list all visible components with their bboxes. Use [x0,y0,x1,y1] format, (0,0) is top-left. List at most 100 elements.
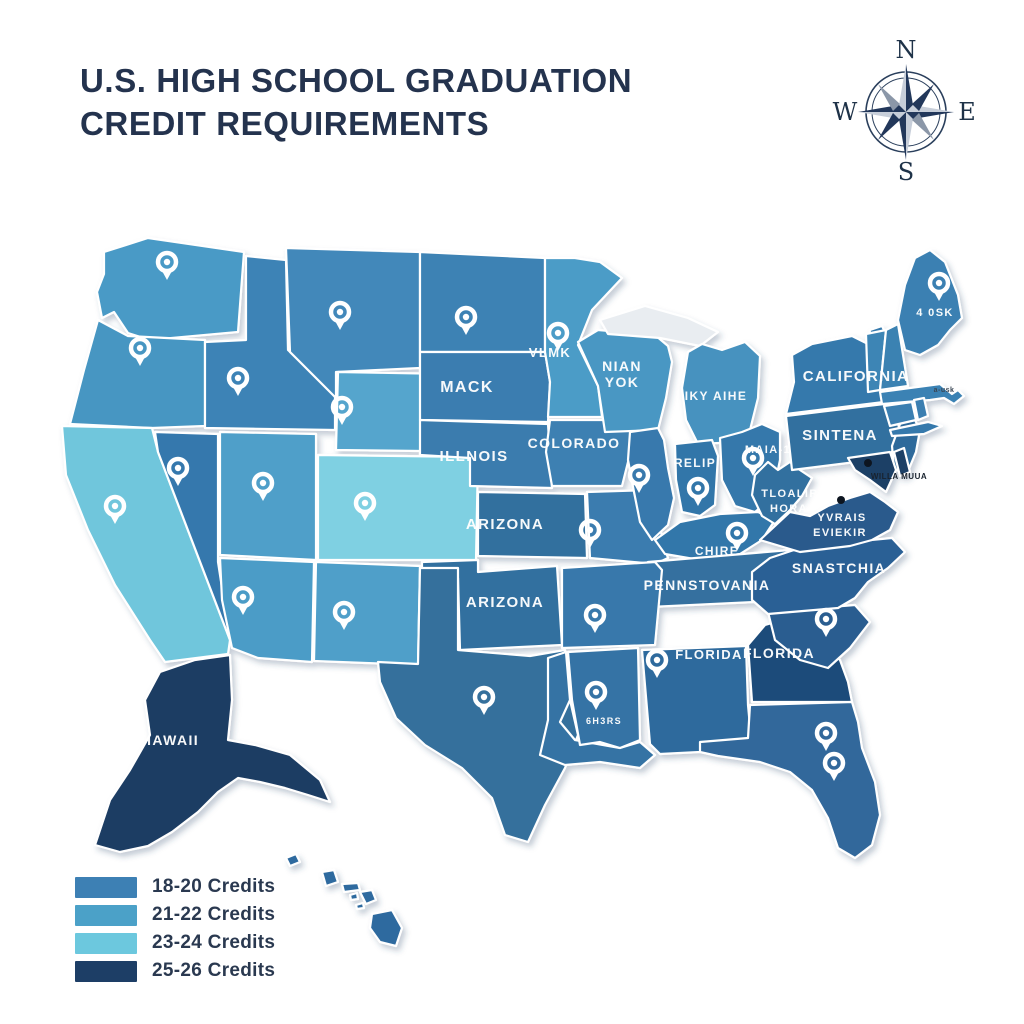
state-arizona [218,556,316,664]
location-pin-icon [251,471,275,501]
location-pin-icon [231,585,255,615]
state-label: FLORIDA [743,645,815,661]
legend-color-swatch [75,960,137,982]
state-maine [896,248,964,357]
state-label: YVRAIS [817,512,866,524]
title-line-2: CREDIT REQUIREMENTS [80,104,490,142]
location-pin-icon [155,250,179,280]
state-new-hampshire [878,322,910,392]
location-pin-icon [330,395,354,425]
state-label: CALIFORNIA [803,368,910,385]
state-label: MAIA-1 [745,444,791,456]
location-pin-icon [814,607,838,637]
state-michigan [680,340,762,446]
state-kentucky [653,510,777,562]
state-label: YOK [605,374,640,390]
state-label: VLMK [529,345,571,360]
legend-row: 23-24 Credits [75,929,275,957]
location-pin-icon [725,521,749,551]
state-utah [218,430,318,562]
location-pin-icon [927,271,951,301]
state-label: ARIZONA [466,516,544,533]
location-pin-icon [103,494,127,524]
state-label: FLORIDA [675,647,743,662]
state-hawaii-lanai [348,891,360,902]
state-south-carolina [766,603,872,670]
state-label: ILLNOIS [440,448,509,465]
state-label: IKY AIHE [685,389,748,403]
state-label: MACK [440,379,494,396]
state-nebraska [418,418,554,490]
state-label: NIAN [602,358,642,374]
legend: 18-20 Credits 21-22 Credits 23-24 Credits 2… [75,873,275,985]
tiny-map-label: a-usk [934,387,955,394]
state-label: RELIP [674,456,716,470]
location-pin-icon [627,463,651,493]
state-label: 4 0SK [916,307,954,319]
state-label: PENNSTOVANIA [644,577,771,593]
legend-label: 21-22 Credits [152,904,276,925]
location-pin-icon [741,446,765,476]
state-hawaii-big-island [368,908,404,948]
location-pin-icon [583,603,607,633]
legend-color-swatch [75,904,137,926]
state-connecticut [882,400,918,428]
state-label: HAWAII [141,732,199,748]
city-dot [864,459,872,467]
location-pin-icon [226,366,250,396]
state-label: ARIZONA [466,594,544,611]
title-line-1: U.S. HIGH SCHOOL GRADUATION [80,62,633,99]
legend-label: 18-20 Credits [152,876,276,897]
state-alaska [93,653,332,854]
state-delaware [892,446,912,478]
location-pin-icon [128,336,152,366]
legend-label: 25-26 Credits [152,960,276,981]
states-layer [60,236,966,948]
location-pin-icon [814,721,838,751]
state-label: HORA [770,503,808,515]
state-maryland [846,450,898,494]
state-colorado [316,453,480,562]
city-dot [837,496,845,504]
state-label: TLOALIR [761,488,818,500]
state-rhode-island [912,396,930,422]
legend-color-swatch [75,932,137,954]
map-pins-layer [103,250,951,781]
location-pin-icon [645,648,669,678]
state-hawaii-oahu [320,868,340,888]
state-hawaii-maui [358,888,378,906]
state-label: 6H3RS [586,716,622,726]
legend-row: 21-22 Credits [75,901,275,929]
legend-color-swatch [75,876,137,898]
state-upper-michigan [598,304,720,348]
location-pin-icon [472,685,496,715]
location-pin-icon [822,751,846,781]
state-florida [698,700,882,860]
location-pin-icon [166,456,190,486]
legend-label: 23-24 Credits [152,932,276,953]
state-label: COLORADO [528,435,621,451]
state-arkansas [560,560,664,650]
state-washington [95,236,246,342]
location-pin-icon [454,305,478,335]
state-label: CHIRE [695,544,739,558]
state-label: EVIEKIR [813,527,867,539]
location-pin-icon [328,300,352,330]
state-label: SINTENA [802,427,878,444]
state-hawaii-kahoolawe [354,901,366,911]
state-label: SNASTCHIA [792,560,886,576]
state-long-island [888,420,944,438]
location-pin-icon [686,476,710,506]
state-hawaii-kauai [284,852,302,868]
location-pin-icon [578,518,602,548]
state-virginia [758,490,900,554]
state-north-dakota [418,250,547,354]
state-new-mexico [312,560,422,667]
legend-row: 25-26 Credits [75,957,275,985]
state-west-virginia [750,460,814,526]
location-pin-icon [332,600,356,630]
location-pin-icon [546,321,570,351]
